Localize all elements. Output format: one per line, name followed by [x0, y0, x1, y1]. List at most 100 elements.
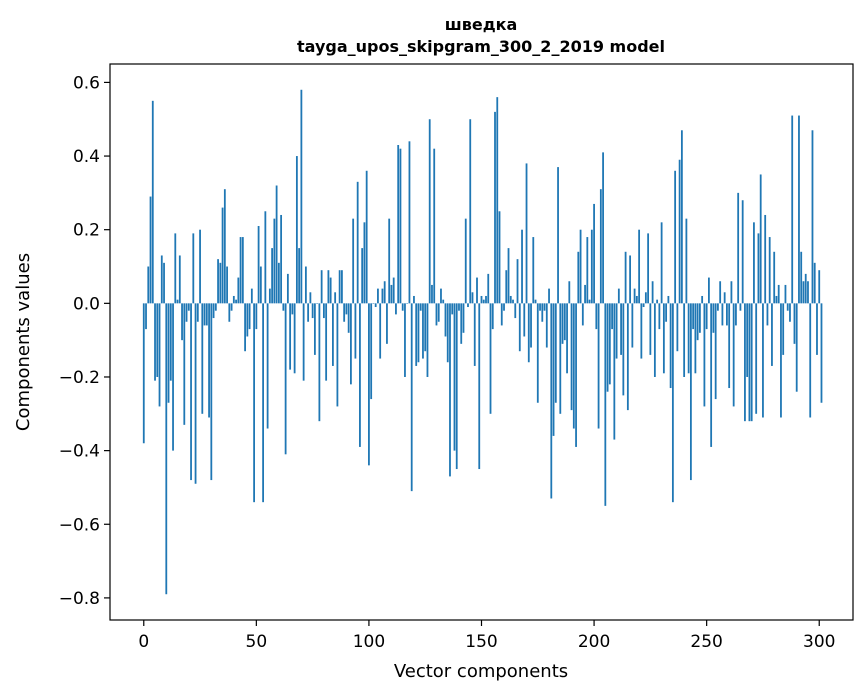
bar — [302, 303, 305, 381]
bar — [449, 303, 451, 477]
bar — [329, 277, 332, 304]
bar — [638, 229, 641, 304]
bar — [683, 303, 686, 377]
bar — [710, 303, 713, 447]
bar — [437, 303, 440, 322]
bar — [653, 303, 656, 377]
bar — [588, 299, 591, 304]
bar — [480, 295, 483, 304]
bar — [530, 303, 532, 348]
bar — [759, 174, 762, 304]
bar — [356, 181, 359, 304]
y-axis-ticks: 0.6 0.4 0.2 0.0 −0.2 −0.4 −0.6 −0.8 — [59, 73, 110, 609]
bar — [507, 248, 510, 304]
bar — [775, 295, 778, 304]
bar — [514, 303, 517, 319]
bar — [424, 303, 427, 352]
bar — [680, 130, 683, 304]
bar — [399, 148, 402, 304]
bar — [230, 303, 233, 311]
bar — [392, 277, 395, 304]
bar — [642, 303, 645, 308]
bar — [611, 303, 613, 330]
bar — [397, 145, 400, 304]
bar — [174, 233, 177, 304]
bar — [458, 303, 460, 311]
bar — [714, 303, 717, 400]
bar — [408, 141, 411, 304]
y-tick-label: −0.8 — [59, 589, 100, 609]
y-axis-label: Components values — [13, 253, 34, 431]
bar — [471, 292, 474, 304]
bar — [550, 303, 553, 499]
bar — [415, 303, 418, 366]
bar — [735, 303, 737, 326]
bar — [739, 303, 742, 311]
bar — [597, 303, 600, 429]
bar — [644, 292, 647, 304]
bar — [464, 218, 467, 304]
chart-title-line1: шведка — [445, 15, 518, 34]
bar — [500, 303, 503, 326]
y-tick-label: 0.0 — [73, 294, 100, 314]
bar — [241, 237, 244, 304]
bar — [599, 189, 602, 304]
bar — [818, 270, 821, 304]
bar — [289, 303, 292, 370]
bar — [602, 152, 604, 304]
bar — [422, 303, 424, 359]
bar — [737, 192, 740, 304]
x-tick-label: 50 — [246, 632, 268, 652]
bar — [332, 303, 334, 366]
bar — [563, 303, 566, 341]
bar — [662, 303, 665, 374]
bar — [160, 255, 163, 304]
bar — [372, 303, 375, 304]
bar — [667, 295, 670, 304]
bar — [543, 303, 546, 311]
bar — [343, 303, 346, 322]
bar — [381, 288, 384, 304]
bar — [169, 303, 172, 381]
bar — [338, 270, 341, 304]
bar — [730, 281, 733, 304]
bar — [183, 303, 186, 425]
bar — [719, 281, 722, 304]
bar — [354, 303, 357, 359]
bar — [322, 303, 325, 319]
bar — [300, 89, 303, 304]
bar — [689, 303, 692, 481]
bar — [320, 270, 323, 304]
bar — [451, 303, 454, 315]
bar — [316, 303, 319, 304]
y-tick-label: −0.2 — [59, 368, 100, 388]
bar — [525, 163, 528, 304]
bar — [669, 303, 672, 389]
bar — [777, 284, 780, 304]
bar — [417, 303, 420, 363]
bar — [361, 248, 364, 304]
bar — [482, 299, 485, 304]
bar — [741, 200, 744, 304]
bars-group — [142, 89, 823, 595]
bar — [226, 266, 228, 304]
bar — [784, 284, 787, 304]
bar — [232, 295, 235, 304]
bar — [185, 303, 188, 322]
bar — [250, 288, 253, 304]
bar — [401, 303, 404, 311]
bar — [410, 303, 413, 492]
bar — [793, 303, 796, 344]
bar — [649, 303, 652, 355]
bar — [665, 303, 668, 322]
bar — [280, 214, 283, 304]
bar — [496, 97, 499, 304]
bar — [489, 303, 492, 414]
bar — [726, 303, 728, 326]
bar — [620, 303, 622, 355]
bar — [228, 303, 231, 322]
bar — [350, 303, 352, 385]
bar — [442, 299, 445, 304]
bar — [606, 303, 609, 392]
bar — [581, 303, 584, 326]
